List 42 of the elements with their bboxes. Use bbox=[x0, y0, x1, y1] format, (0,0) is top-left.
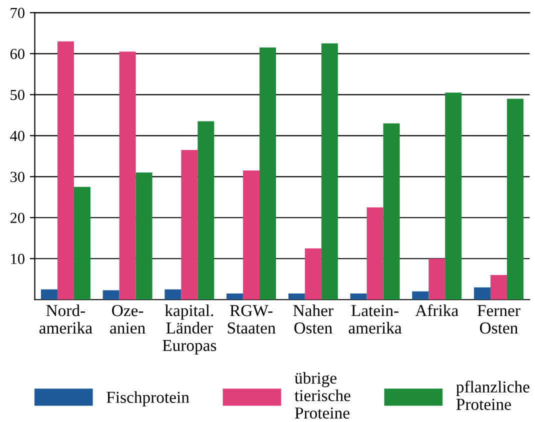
bar bbox=[490, 275, 507, 300]
y-tick-label: 20 bbox=[10, 212, 24, 224]
x-tick-label: RGW- Staaten bbox=[228, 305, 276, 334]
x-tick-label: Latein- amerika bbox=[348, 305, 402, 334]
x-tick-label: Oze- anien bbox=[110, 305, 146, 334]
legend-label: Fischprotein bbox=[106, 391, 190, 406]
bar bbox=[506, 98, 524, 300]
x-tick-label: Ferner Osten bbox=[477, 305, 520, 334]
y-tick-label: 50 bbox=[10, 90, 24, 100]
bar bbox=[40, 289, 58, 300]
bar bbox=[445, 92, 462, 300]
bar bbox=[102, 290, 120, 300]
bar bbox=[74, 186, 90, 300]
bar bbox=[304, 248, 322, 300]
bar bbox=[181, 150, 198, 300]
legend-label: pflanzliche Proteine bbox=[456, 380, 530, 410]
y-tick-label: 60 bbox=[10, 48, 24, 60]
legend-label: übrige tierische Proteine bbox=[294, 372, 350, 419]
bar bbox=[198, 121, 214, 300]
x-tick-label: Afrika bbox=[415, 304, 458, 316]
bar bbox=[119, 52, 136, 300]
bar bbox=[428, 258, 446, 300]
bar bbox=[136, 172, 152, 300]
bar bbox=[243, 170, 260, 300]
bar bbox=[474, 287, 490, 300]
bar bbox=[366, 207, 384, 300]
bar bbox=[288, 293, 305, 300]
bar bbox=[57, 41, 74, 300]
bar bbox=[412, 291, 429, 300]
bar bbox=[383, 123, 400, 300]
y-tick-label: 30 bbox=[10, 172, 24, 182]
y-tick-label: 70 bbox=[10, 8, 24, 18]
bar bbox=[350, 293, 367, 300]
bar bbox=[321, 43, 338, 300]
x-tick-label: Nord- amerika bbox=[39, 304, 92, 334]
y-tick-label: 10 bbox=[11, 254, 24, 264]
bar bbox=[226, 293, 244, 300]
bar bbox=[164, 289, 182, 300]
x-tick-label: Naher Osten bbox=[293, 304, 334, 334]
x-tick-label: kapital. Länder Europas bbox=[162, 304, 216, 354]
y-tick-label: 40 bbox=[10, 130, 24, 142]
bar bbox=[260, 48, 276, 300]
